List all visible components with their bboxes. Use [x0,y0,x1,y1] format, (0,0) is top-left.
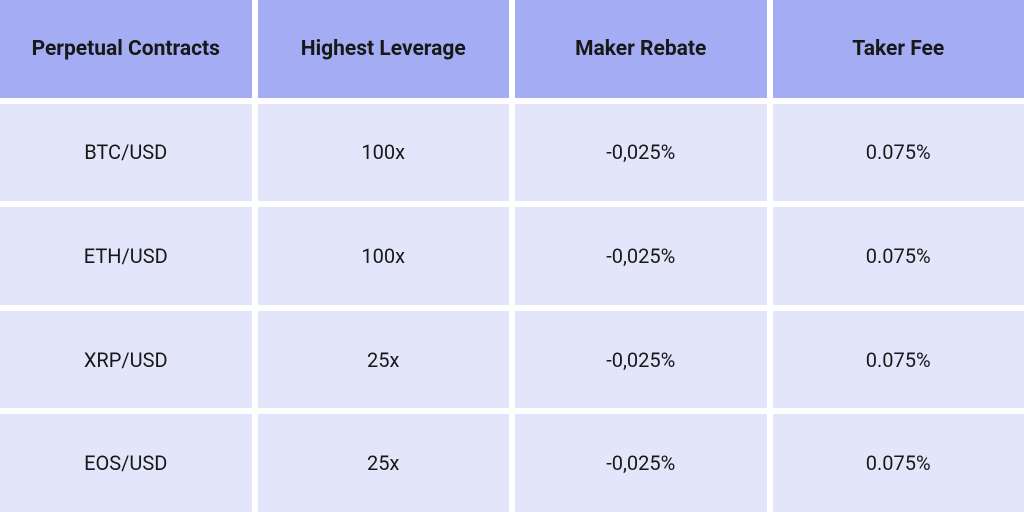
cell-contract: XRP/USD [0,311,252,409]
cell-maker: -0,025% [515,104,767,202]
col-header-leverage: Highest Leverage [258,0,510,98]
cell-contract: EOS/USD [0,414,252,512]
cell-taker: 0.075% [773,414,1024,512]
cell-leverage: 100x [258,207,510,305]
cell-contract: BTC/USD [0,104,252,202]
cell-maker: -0,025% [515,414,767,512]
col-header-taker: Taker Fee [773,0,1024,98]
table-row: XRP/USD 25x -0,025% 0.075% [0,311,1024,409]
cell-contract: ETH/USD [0,207,252,305]
col-header-maker: Maker Rebate [515,0,767,98]
cell-taker: 0.075% [773,104,1024,202]
col-header-contracts: Perpetual Contracts [0,0,252,98]
table-row: ETH/USD 100x -0,025% 0.075% [0,207,1024,305]
cell-leverage: 25x [258,311,510,409]
contracts-table: Perpetual Contracts Highest Leverage Mak… [0,0,1024,512]
table-header-row: Perpetual Contracts Highest Leverage Mak… [0,0,1024,98]
cell-leverage: 25x [258,414,510,512]
cell-taker: 0.075% [773,207,1024,305]
table-row: BTC/USD 100x -0,025% 0.075% [0,104,1024,202]
cell-maker: -0,025% [515,311,767,409]
cell-maker: -0,025% [515,207,767,305]
cell-taker: 0.075% [773,311,1024,409]
cell-leverage: 100x [258,104,510,202]
table-row: EOS/USD 25x -0,025% 0.075% [0,414,1024,512]
